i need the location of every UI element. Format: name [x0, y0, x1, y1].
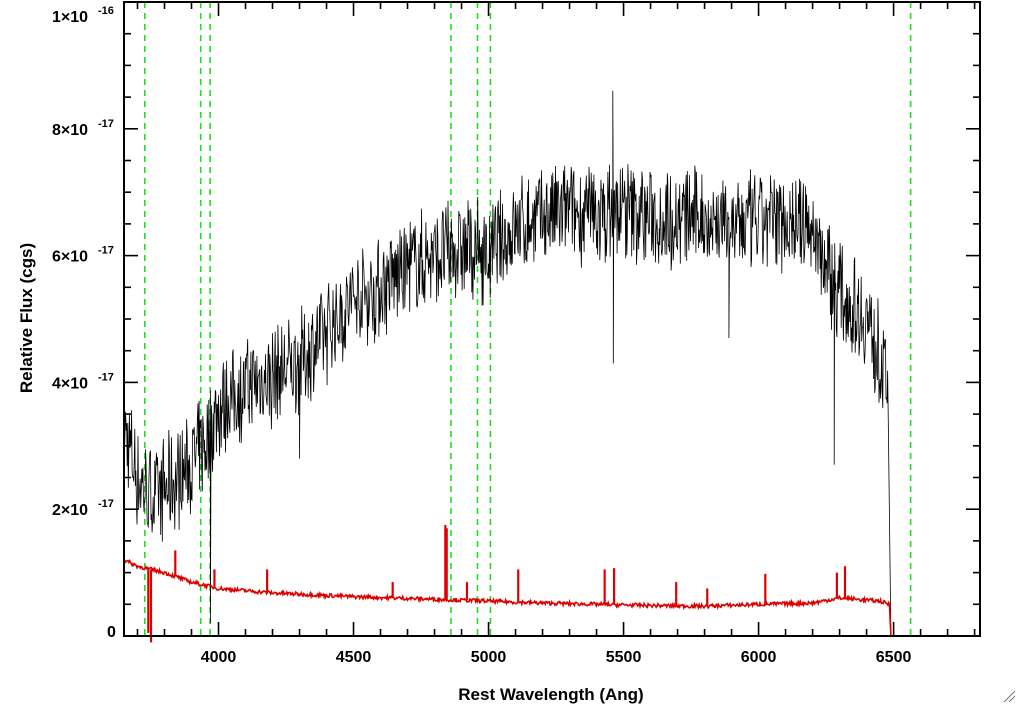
y-tick-exponent: -17 [98, 118, 114, 130]
y-tick-labels: 0 2×10 -17 4×10 -17 6×10 -17 8×10 -17 1×10 -16 [52, 5, 116, 641]
y-tick-label: 4×10 [52, 375, 88, 392]
model-series-red [123, 558, 980, 637]
resize-grip-icon[interactable] [1002, 689, 1016, 703]
y-tick-label: 2×10 [52, 502, 88, 519]
spectrum-series-black [123, 90, 892, 637]
y-axis-title: Relative Flux (cgs) [17, 243, 36, 393]
x-tick-label: 5000 [471, 649, 507, 666]
x-tick-label: 4500 [336, 649, 372, 666]
plot-frame [123, 1, 981, 637]
y-tick-label: 1×10 [52, 9, 88, 26]
y-tick-label: 0 [107, 624, 116, 641]
x-tick-label: 6000 [741, 649, 777, 666]
y-tick-exponent: -16 [98, 5, 114, 17]
x-axis-title: Rest Wavelength (Ang) [458, 685, 643, 704]
y-tick-label: 8×10 [52, 122, 88, 139]
x-tick-label: 6500 [876, 649, 912, 666]
x-tick-label: 5500 [606, 649, 642, 666]
x-tick-labels: 4000 4500 5000 5500 6000 6500 [201, 649, 912, 666]
y-tick-exponent: -17 [98, 371, 114, 383]
y-tick-label: 6×10 [52, 249, 88, 266]
x-tick-label: 4000 [201, 649, 237, 666]
y-tick-exponent: -17 [98, 498, 114, 510]
y-tick-exponent: -17 [98, 245, 114, 257]
axis-ticks [124, 1, 980, 637]
reference-lines [143, 2, 912, 636]
series-layer [123, 90, 980, 643]
